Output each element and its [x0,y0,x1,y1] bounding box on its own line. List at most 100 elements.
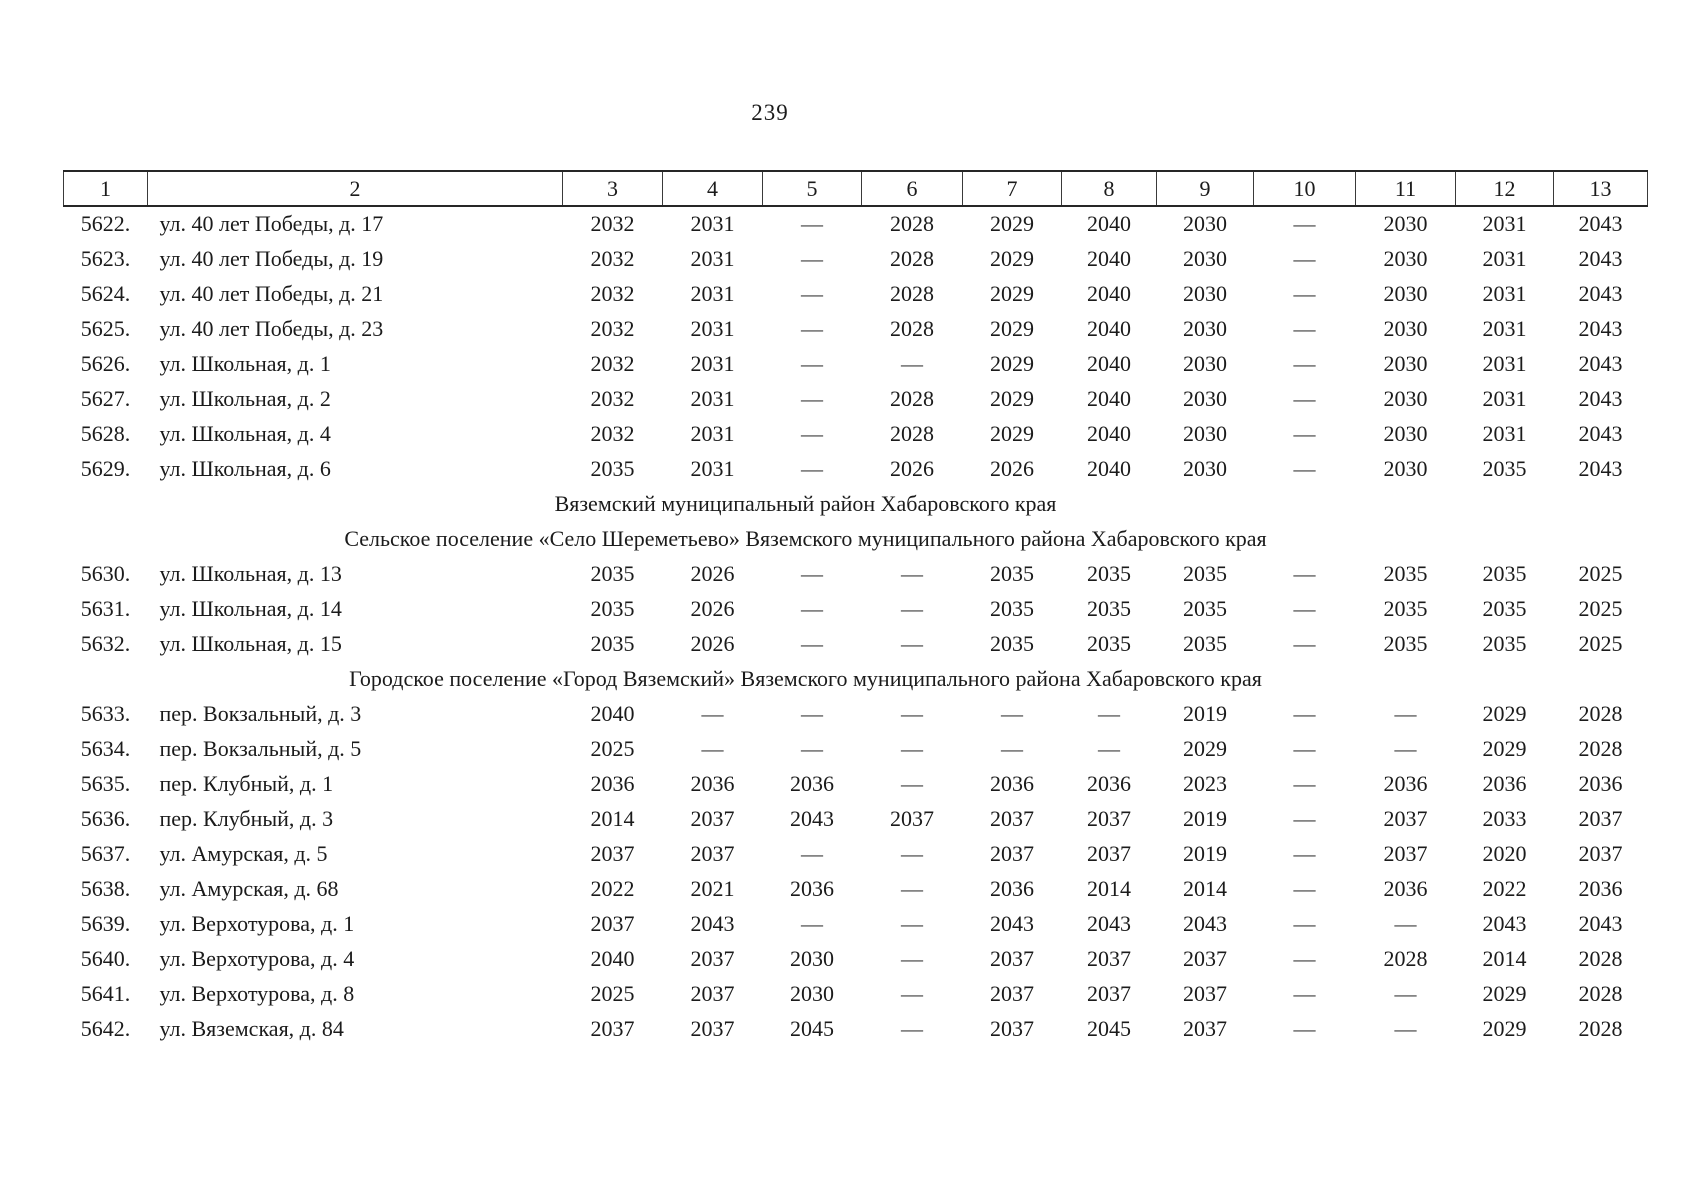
year-cell: 2043 [990,910,1034,936]
table-row: 5638. ул. Амурская, д. 68 2022 2021 2036 — 203… [64,871,1648,906]
year-cell: 2040 [1087,420,1131,446]
year-cell: 2030 [1383,455,1428,481]
address-cell: ул. Амурская, д. 68 [159,875,339,901]
year-cell: 2030 [1183,315,1227,341]
year-cell: 2029 [1482,980,1527,1006]
empty-cell: — [1394,700,1417,726]
empty-cell: — [901,560,923,586]
year-cell: 2035 [1087,630,1131,656]
empty-cell: — [901,875,923,901]
year-cell: 2043 [690,910,735,936]
empty-cell: — [1293,735,1316,761]
year-cell: 2040 [1087,350,1131,376]
year-cell: 2037 [1183,945,1227,971]
year-cell: 2036 [690,770,735,796]
year-cell: 2031 [690,315,735,341]
table-row: 5625. ул. 40 лет Победы, д. 23 2032 2031 — 20… [64,311,1648,346]
year-cell: 2036 [790,770,834,796]
schedule-table: 1 2 3 4 5 6 7 8 9 10 11 12 13 5622. ул. 40 лет Победы… [63,170,1648,1046]
row-number: 5641. [80,980,131,1006]
empty-cell: — [901,630,923,656]
table-row: 5632. ул. Школьная, д. 15 2035 2026 — — 2035 20… [64,626,1648,661]
row-number: 5632. [80,630,131,656]
year-cell: 2037 [1183,1015,1227,1041]
empty-cell: — [901,1015,923,1041]
year-cell: 2025 [1578,595,1623,621]
year-cell: 2035 [1383,560,1428,586]
address-cell: ул. Школьная, д. 15 [159,630,342,656]
year-cell: 2031 [690,385,735,411]
year-cell: 2030 [1383,350,1428,376]
year-cell: 2022 [1482,875,1527,901]
table-row: 5623. ул. 40 лет Победы, д. 19 2032 2031 — 20… [64,241,1648,276]
empty-cell: — [1394,910,1417,936]
empty-cell: — [801,280,823,306]
empty-cell: — [801,315,823,341]
year-cell: 2030 [1183,211,1227,236]
year-cell: 2043 [1087,910,1131,936]
column-header: 3 [562,170,663,207]
empty-cell: — [1293,910,1316,936]
empty-cell: — [1293,280,1316,306]
empty-cell: — [801,735,823,761]
empty-cell: — [1001,700,1023,726]
empty-cell: — [1293,420,1316,446]
empty-cell: — [901,770,923,796]
empty-cell: — [1293,805,1316,831]
year-cell: 2036 [990,770,1034,796]
year-cell: 2043 [1578,420,1623,446]
address-cell: ул. Вяземская, д. 84 [159,1015,344,1041]
year-cell: 2031 [1482,211,1527,236]
empty-cell: — [1293,840,1316,866]
year-cell: 2037 [690,945,735,971]
address-cell: пер. Клубный, д. 3 [159,805,334,831]
year-cell: 2028 [890,280,934,306]
year-cell: 2036 [1383,875,1428,901]
year-cell: 2037 [690,1015,735,1041]
year-cell: 2029 [990,385,1034,411]
column-header: 9 [1156,170,1254,207]
address-cell: пер. Вокзальный, д. 3 [159,700,362,726]
year-cell: 2029 [990,420,1034,446]
year-cell: 2043 [1578,315,1623,341]
year-cell: 2045 [790,1015,834,1041]
empty-cell: — [901,910,923,936]
empty-cell: — [1098,735,1120,761]
year-cell: 2040 [1087,315,1131,341]
year-cell: 2026 [890,455,934,481]
address-cell: пер. Клубный, д. 1 [159,770,334,796]
year-cell: 2030 [1183,245,1227,271]
table-row: 5631. ул. Школьная, д. 14 2035 2026 — — 2035 20… [64,591,1648,626]
empty-cell: — [1293,245,1316,271]
year-cell: 2022 [590,875,635,901]
year-cell: 2030 [1383,211,1428,236]
row-number: 5634. [80,735,131,761]
year-cell: 2040 [1087,211,1131,236]
section-label: Сельское поселение «Село Шереметьево» Вя… [344,525,1267,551]
year-cell: 2043 [1578,245,1623,271]
address-cell: ул. Верхотурова, д. 8 [159,980,355,1006]
address-cell: ул. Школьная, д. 6 [159,455,331,481]
year-cell: 2035 [1482,560,1527,586]
year-cell: 2031 [1482,350,1527,376]
year-cell: 2037 [990,980,1034,1006]
year-cell: 2037 [1087,805,1131,831]
year-cell: 2040 [1087,245,1131,271]
empty-cell: — [1293,385,1316,411]
section-cell: Вяземский муниципальный район Хабаровско… [64,486,1648,521]
year-cell: 2030 [1183,385,1227,411]
year-cell: 2023 [1183,770,1227,796]
table-header: 1 2 3 4 5 6 7 8 9 10 11 12 13 [63,170,1648,207]
empty-cell: — [1293,1015,1316,1041]
year-cell: 2031 [690,245,735,271]
empty-cell: — [801,385,823,411]
empty-cell: — [1293,630,1316,656]
section-cell: Сельское поселение «Село Шереметьево» Вя… [64,521,1648,556]
year-cell: 2037 [690,805,735,831]
address-cell: ул. Амурская, д. 5 [159,840,328,866]
year-cell: 2043 [1183,910,1227,936]
row-number: 5629. [80,455,131,481]
empty-cell: — [1293,770,1316,796]
empty-cell: — [901,735,923,761]
row-number: 5635. [80,770,131,796]
